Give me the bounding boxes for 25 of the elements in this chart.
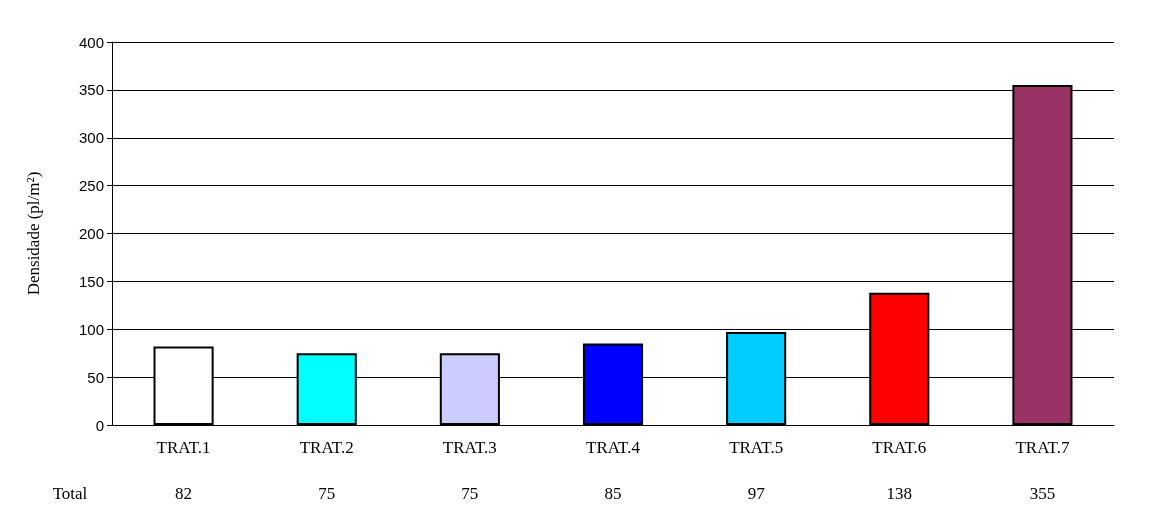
x-tick-label: TRAT.2 — [299, 438, 354, 457]
data-label: 85 — [604, 483, 622, 503]
x-tick-label: TRAT.1 — [156, 438, 211, 457]
data-label: 355 — [1029, 483, 1056, 503]
y-axis-title: Densidade (pl/m²) — [24, 171, 43, 296]
y-tick-label: 400 — [78, 33, 104, 51]
y-tick-label: 100 — [78, 320, 104, 338]
data-label: 75 — [318, 483, 336, 503]
y-tick-label: 300 — [78, 129, 104, 147]
data-label: 138 — [886, 483, 913, 503]
data-label: 82 — [175, 483, 193, 503]
y-tick-label: 50 — [87, 368, 104, 386]
x-tick-label: TRAT.4 — [586, 438, 641, 457]
y-tick-label: 0 — [95, 416, 104, 434]
data-label: 97 — [747, 483, 766, 503]
data-label: 75 — [461, 483, 479, 503]
x-tick-label: TRAT.7 — [1015, 438, 1070, 457]
x-tick-label: TRAT.3 — [442, 438, 497, 457]
x-tick-label: TRAT.5 — [729, 438, 784, 457]
y-tick-label: 200 — [78, 225, 104, 242]
y-tick-label: 150 — [78, 272, 104, 290]
x-tick-label: TRAT.6 — [872, 438, 927, 457]
y-tick-label: 250 — [78, 177, 104, 195]
y-tick-label: 350 — [78, 81, 104, 99]
text: Total — [52, 483, 88, 503]
